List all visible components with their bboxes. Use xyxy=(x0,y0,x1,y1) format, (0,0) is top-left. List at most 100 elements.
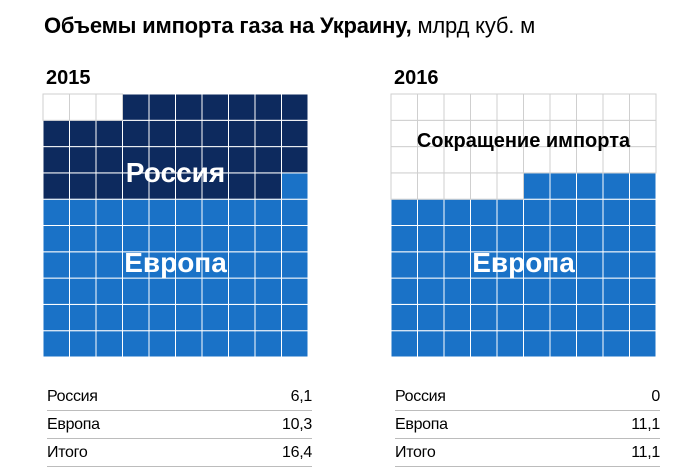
table-row-total: Итого 11,1 xyxy=(395,439,660,467)
year-label-2016: 2016 xyxy=(394,67,439,89)
waffle-cell-empty xyxy=(629,119,657,148)
waffle-cell-russia xyxy=(95,172,123,200)
waffle-cell-russia xyxy=(201,119,229,148)
waffle-cell-europe xyxy=(228,251,256,279)
waffle-cell-europe xyxy=(443,303,471,332)
waffle-cell-europe xyxy=(629,225,657,253)
waffle-cell-europe xyxy=(175,330,203,358)
waffle-cell-russia xyxy=(228,146,256,174)
waffle-cell-europe xyxy=(281,303,309,332)
waffle-cell-europe xyxy=(281,225,309,253)
waffle-cell-europe xyxy=(523,172,551,200)
waffle-cell-empty xyxy=(549,119,577,148)
waffle-cell-europe xyxy=(281,251,309,279)
waffle-cell-empty xyxy=(496,93,524,121)
waffle-cell-empty xyxy=(523,146,551,174)
waffle-cell-europe xyxy=(228,330,256,358)
waffle-cell-europe xyxy=(390,303,418,332)
waffle-cell-europe xyxy=(42,198,70,226)
row-value: 16,4 xyxy=(282,444,312,461)
waffle-cell-russia xyxy=(42,146,70,174)
waffle-cell-empty xyxy=(470,93,498,121)
waffle-cell-europe xyxy=(417,251,445,279)
waffle-cell-europe xyxy=(629,198,657,226)
waffle-cell-empty xyxy=(523,93,551,121)
waffle-cell-europe xyxy=(254,277,282,305)
waffle-cell-europe xyxy=(95,225,123,253)
waffle-cell-europe xyxy=(390,251,418,279)
waffle-cell-europe xyxy=(122,277,150,305)
waffle-cell-europe xyxy=(549,303,577,332)
waffle-cell-europe xyxy=(417,225,445,253)
waffle-cell-europe xyxy=(470,198,498,226)
chart-title-unit: млрд куб. м xyxy=(417,13,536,38)
waffle-cell-empty xyxy=(629,93,657,121)
waffle-chart-2015: Россия Европа xyxy=(42,93,309,358)
waffle-cell-europe xyxy=(69,225,97,253)
waffle-cell-russia xyxy=(254,93,282,121)
waffle-cell-europe xyxy=(443,225,471,253)
waffle-cell-europe xyxy=(417,330,445,358)
row-label: Европа xyxy=(395,416,448,433)
waffle-cell-russia xyxy=(122,119,150,148)
waffle-cell-europe xyxy=(496,330,524,358)
waffle-cell-russia xyxy=(201,93,229,121)
waffle-cell-europe xyxy=(602,251,630,279)
waffle-cell-russia xyxy=(175,119,203,148)
waffle-cell-europe xyxy=(254,303,282,332)
waffle-cell-europe xyxy=(602,225,630,253)
waffle-cell-europe xyxy=(228,277,256,305)
waffle-cell-empty xyxy=(602,93,630,121)
waffle-cell-europe xyxy=(629,303,657,332)
waffle-cell-empty xyxy=(470,119,498,148)
row-label: Итого xyxy=(395,444,436,461)
waffle-cell-empty xyxy=(390,119,418,148)
waffle-cell-europe xyxy=(175,251,203,279)
waffle-cell-europe xyxy=(602,303,630,332)
waffle-cell-europe xyxy=(201,303,229,332)
row-value: 11,1 xyxy=(631,444,660,461)
waffle-cell-europe xyxy=(201,277,229,305)
waffle-cell-europe xyxy=(69,330,97,358)
row-label: Россия xyxy=(47,388,98,405)
waffle-cell-europe xyxy=(281,198,309,226)
waffle-cell-europe xyxy=(576,198,604,226)
waffle-cell-europe xyxy=(523,303,551,332)
waffle-cell-europe xyxy=(470,277,498,305)
waffle-cell-russia xyxy=(254,172,282,200)
waffle-cell-russia xyxy=(69,119,97,148)
waffle-cell-europe xyxy=(254,251,282,279)
waffle-cell-empty xyxy=(390,172,418,200)
waffle-cell-russia xyxy=(95,146,123,174)
waffle-label-europe: Европа xyxy=(472,247,575,278)
waffle-cell-russia xyxy=(281,119,309,148)
waffle-cell-empty xyxy=(390,146,418,174)
waffle-cell-europe xyxy=(95,303,123,332)
waffle-cell-europe xyxy=(417,277,445,305)
waffle-cell-europe xyxy=(523,330,551,358)
chart-title-main: Объемы импорта газа на Украину, xyxy=(44,13,412,38)
waffle-cell-europe xyxy=(122,198,150,226)
waffle-cell-europe xyxy=(390,330,418,358)
waffle-cell-europe xyxy=(228,198,256,226)
waffle-cell-europe xyxy=(95,330,123,358)
waffle-cell-europe xyxy=(602,198,630,226)
waffle-cell-empty xyxy=(549,93,577,121)
waffle-cell-europe xyxy=(254,225,282,253)
waffle-cell-europe xyxy=(175,198,203,226)
waffle-cell-empty xyxy=(523,119,551,148)
waffle-cell-europe xyxy=(175,277,203,305)
waffle-cell-europe xyxy=(254,198,282,226)
waffle-cell-europe xyxy=(95,277,123,305)
waffle-cell-empty xyxy=(390,93,418,121)
waffle-cell-europe xyxy=(549,198,577,226)
year-label-2015: 2015 xyxy=(46,67,91,89)
waffle-cell-europe xyxy=(281,277,309,305)
waffle-cell-empty xyxy=(470,172,498,200)
row-label: Россия xyxy=(395,388,446,405)
waffle-cell-russia xyxy=(148,172,176,200)
table-row-europe: Европа 10,3 xyxy=(47,411,312,439)
waffle-cell-europe xyxy=(417,198,445,226)
waffle-cell-europe xyxy=(228,225,256,253)
table-row-russia: Россия 0 xyxy=(395,383,660,411)
